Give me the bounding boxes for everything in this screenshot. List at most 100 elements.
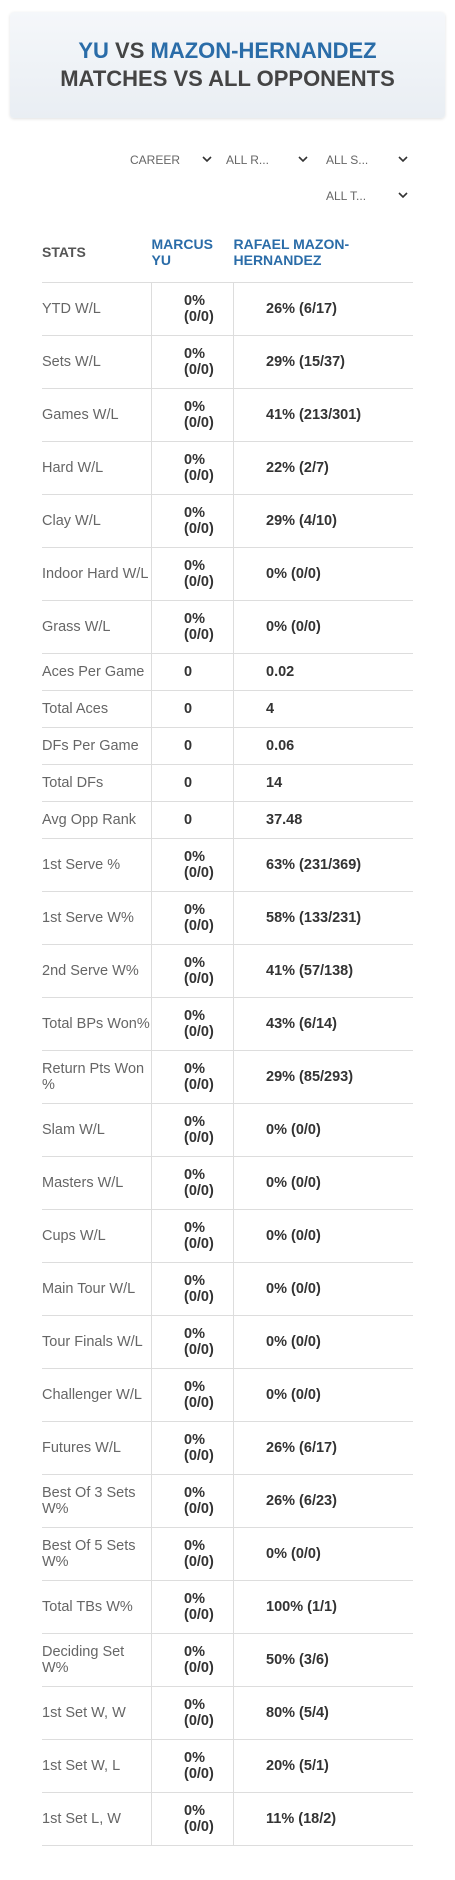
player2-value: 0% (0/0) xyxy=(233,600,413,654)
player1-value: 0% (0/0) xyxy=(151,1209,234,1263)
player2-value: 0% (0/0) xyxy=(233,1368,413,1422)
stat-name: 1st Set W, W xyxy=(42,1686,152,1740)
player1-value: 0% (0/0) xyxy=(151,1580,234,1634)
stat-name: Avg Opp Rank xyxy=(42,801,152,839)
stat-row: DFs Per Game 0 0.06 xyxy=(42,727,413,765)
stat-name: Return Pts Won % xyxy=(42,1050,152,1104)
stat-name: Deciding Set W% xyxy=(42,1633,152,1687)
stat-name: Masters W/L xyxy=(42,1156,152,1210)
player2-value: 26% (6/17) xyxy=(233,282,413,336)
stat-row: YTD W/L 0% (0/0) 26% (6/17) xyxy=(42,282,413,336)
stat-name: 2nd Serve W% xyxy=(42,944,152,998)
stat-row: Total DFs 0 14 xyxy=(42,764,413,802)
player2-value: 0% (0/0) xyxy=(233,1209,413,1263)
player2-value: 0% (0/0) xyxy=(233,1156,413,1210)
player2-value: 0% (0/0) xyxy=(233,1315,413,1369)
stat-name: Sets W/L xyxy=(42,335,152,389)
player1-value: 0% (0/0) xyxy=(151,1686,234,1740)
player1-value: 0% (0/0) xyxy=(151,1262,234,1316)
stat-row: Grass W/L 0% (0/0) 0% (0/0) xyxy=(42,600,413,654)
stat-name: Challenger W/L xyxy=(42,1368,152,1422)
stat-row: Games W/L 0% (0/0) 41% (213/301) xyxy=(42,388,413,442)
player2-value: 29% (4/10) xyxy=(233,494,413,548)
stat-name: Best Of 5 Sets W% xyxy=(42,1527,152,1581)
player2-value: 26% (6/17) xyxy=(233,1421,413,1475)
title-vs: VS xyxy=(115,38,145,63)
player1-value: 0 xyxy=(151,690,234,728)
filter-select[interactable]: ALL T... xyxy=(326,184,408,208)
stat-row: Deciding Set W% 0% (0/0) 50% (3/6) xyxy=(42,1633,413,1687)
stat-row: Clay W/L 0% (0/0) 29% (4/10) xyxy=(42,494,413,548)
filter-select[interactable]: ALL R... xyxy=(226,148,308,172)
stat-row: Masters W/L 0% (0/0) 0% (0/0) xyxy=(42,1156,413,1210)
stat-row: 2nd Serve W% 0% (0/0) 41% (57/138) xyxy=(42,944,413,998)
player1-value: 0% (0/0) xyxy=(151,1474,234,1528)
player1-value: 0% (0/0) xyxy=(151,388,234,442)
col-header-text: MARCUS YU xyxy=(151,236,213,268)
stat-name: Main Tour W/L xyxy=(42,1262,152,1316)
stat-row: 1st Serve W% 0% (0/0) 58% (133/231) xyxy=(42,891,413,945)
player2-value: 11% (18/2) xyxy=(233,1792,413,1846)
stat-row: Best Of 5 Sets W% 0% (0/0) 0% (0/0) xyxy=(42,1527,413,1581)
dropdown-arrow xyxy=(398,192,408,199)
title-player2: MAZON-HERNANDEZ xyxy=(150,38,377,63)
player1-value: 0% (0/0) xyxy=(151,1527,234,1581)
stat-row: Sets W/L 0% (0/0) 29% (15/37) xyxy=(42,335,413,389)
player2-value: 43% (6/14) xyxy=(233,997,413,1051)
stat-row: Cups W/L 0% (0/0) 0% (0/0) xyxy=(42,1209,413,1263)
player2-value: 0% (0/0) xyxy=(233,1262,413,1316)
stat-row: 1st Set W, L 0% (0/0) 20% (5/1) xyxy=(42,1739,413,1793)
stat-name: Hard W/L xyxy=(42,441,152,495)
player1-value: 0 xyxy=(151,727,234,765)
stat-name: DFs Per Game xyxy=(42,727,152,765)
stat-name: Cups W/L xyxy=(42,1209,152,1263)
player1-value: 0 xyxy=(151,653,234,691)
player1-value: 0% (0/0) xyxy=(151,494,234,548)
stat-name: Best Of 3 Sets W% xyxy=(42,1474,152,1528)
player1-value: 0% (0/0) xyxy=(151,891,234,945)
player2-value: 50% (3/6) xyxy=(233,1633,413,1687)
stat-row: Return Pts Won % 0% (0/0) 29% (85/293) xyxy=(42,1050,413,1104)
player1-value: 0% (0/0) xyxy=(151,1156,234,1210)
stat-row: Main Tour W/L 0% (0/0) 0% (0/0) xyxy=(42,1262,413,1316)
stat-row: Hard W/L 0% (0/0) 22% (2/7) xyxy=(42,441,413,495)
title-player1: YU xyxy=(78,38,109,63)
stat-row: Indoor Hard W/L 0% (0/0) 0% (0/0) xyxy=(42,547,413,601)
player2-value: 37.48 xyxy=(233,801,413,839)
title-line: YU VS MAZON-HERNANDEZ xyxy=(10,38,445,64)
filter-label: ALL T... xyxy=(326,189,367,203)
player1-value: 0% (0/0) xyxy=(151,1050,234,1104)
player2-value: 41% (57/138) xyxy=(233,944,413,998)
player2-value: 29% (85/293) xyxy=(233,1050,413,1104)
stat-name: Slam W/L xyxy=(42,1103,152,1157)
filter-label: ALL S... xyxy=(326,153,369,167)
stat-name: Aces Per Game xyxy=(42,653,152,691)
stat-row: 1st Set W, W 0% (0/0) 80% (5/4) xyxy=(42,1686,413,1740)
header-row: STATS MARCUS YU RAFAEL MAZON-HERNANDEZ xyxy=(42,222,413,283)
stat-row: Total Aces 0 4 xyxy=(42,690,413,728)
player2-value: 80% (5/4) xyxy=(233,1686,413,1740)
player2-value: 22% (2/7) xyxy=(233,441,413,495)
player2-value: 20% (5/1) xyxy=(233,1739,413,1793)
filter-select[interactable]: CAREER xyxy=(130,148,212,172)
stat-name: 1st Set W, L xyxy=(42,1739,152,1793)
player1-value: 0% (0/0) xyxy=(151,838,234,892)
player1-value: 0% (0/0) xyxy=(151,1739,234,1793)
player1-value: 0% (0/0) xyxy=(151,600,234,654)
player2-value: 58% (133/231) xyxy=(233,891,413,945)
dropdown-arrow xyxy=(398,156,408,163)
player2-value: 0% (0/0) xyxy=(233,1527,413,1581)
stat-name: YTD W/L xyxy=(42,282,152,336)
col-header: STATS xyxy=(42,222,152,283)
stat-name: Total BPs Won% xyxy=(42,997,152,1051)
stat-row: 1st Serve % 0% (0/0) 63% (231/369) xyxy=(42,838,413,892)
filter-select[interactable]: ALL S... xyxy=(326,148,408,172)
dropdown-arrow xyxy=(202,156,212,163)
player2-value: 0.06 xyxy=(233,727,413,765)
player1-value: 0% (0/0) xyxy=(151,1633,234,1687)
player1-value: 0% (0/0) xyxy=(151,944,234,998)
player2-value: 41% (213/301) xyxy=(233,388,413,442)
stat-name: Games W/L xyxy=(42,388,152,442)
player1-value: 0% (0/0) xyxy=(151,1103,234,1157)
